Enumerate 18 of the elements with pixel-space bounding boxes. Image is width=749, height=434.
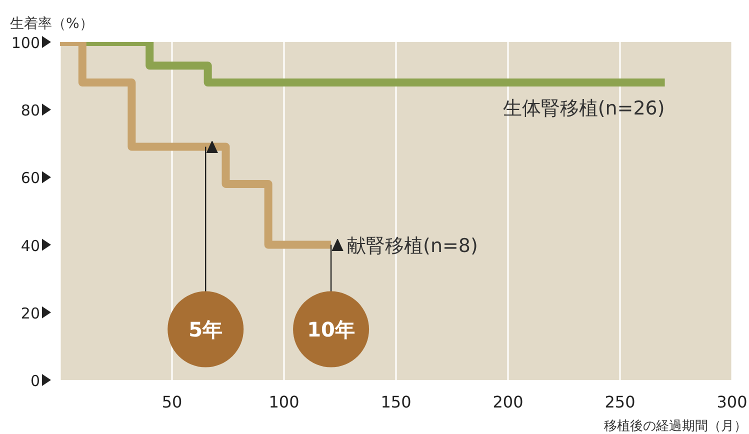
x-tick-label: 100 — [268, 392, 300, 412]
y-axis-title: 生着率（%） — [10, 16, 94, 32]
series-label: 献腎移植(n=8) — [347, 234, 478, 257]
y-tick-label: 40 — [20, 236, 40, 255]
x-tick-label: 250 — [604, 392, 636, 412]
x-tick-label: 150 — [380, 392, 412, 412]
x-tick-label: 300 — [716, 392, 748, 412]
y-tick-label: 20 — [20, 304, 40, 322]
y-tick-label: 60 — [20, 169, 40, 188]
x-tick-label: 200 — [492, 392, 524, 412]
series-label: 生体腎移植(n=26) — [502, 98, 665, 120]
annotation: 10年 — [307, 317, 355, 342]
y-tick-label: 0 — [30, 372, 40, 390]
annotation: 5年 — [188, 317, 223, 342]
y-tick-label: 80 — [20, 102, 40, 120]
y-tick-label: 100 — [11, 34, 40, 52]
x-tick-label: 50 — [162, 392, 182, 412]
x-axis-title: 移植後の経過期間（月） — [604, 419, 747, 434]
